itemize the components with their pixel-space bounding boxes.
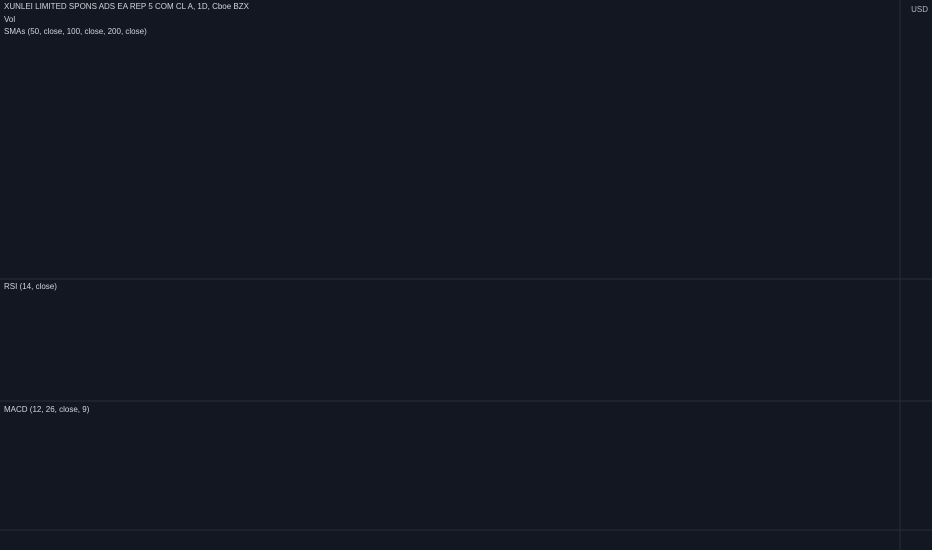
labels: XUNLEI LIMITED SPONS ADS EA REP 5 COM CL… — [4, 2, 928, 414]
rsi-title: RSI (14, close) — [4, 282, 57, 291]
volume-label: Vol — [4, 15, 15, 24]
currency: USD — [911, 5, 928, 14]
sma-label: SMAs (50, close, 100, close, 200, close) — [4, 27, 147, 36]
macd-title: MACD (12, 26, close, 9) — [4, 405, 90, 414]
chart-title: XUNLEI LIMITED SPONS ADS EA REP 5 COM CL… — [4, 2, 250, 11]
